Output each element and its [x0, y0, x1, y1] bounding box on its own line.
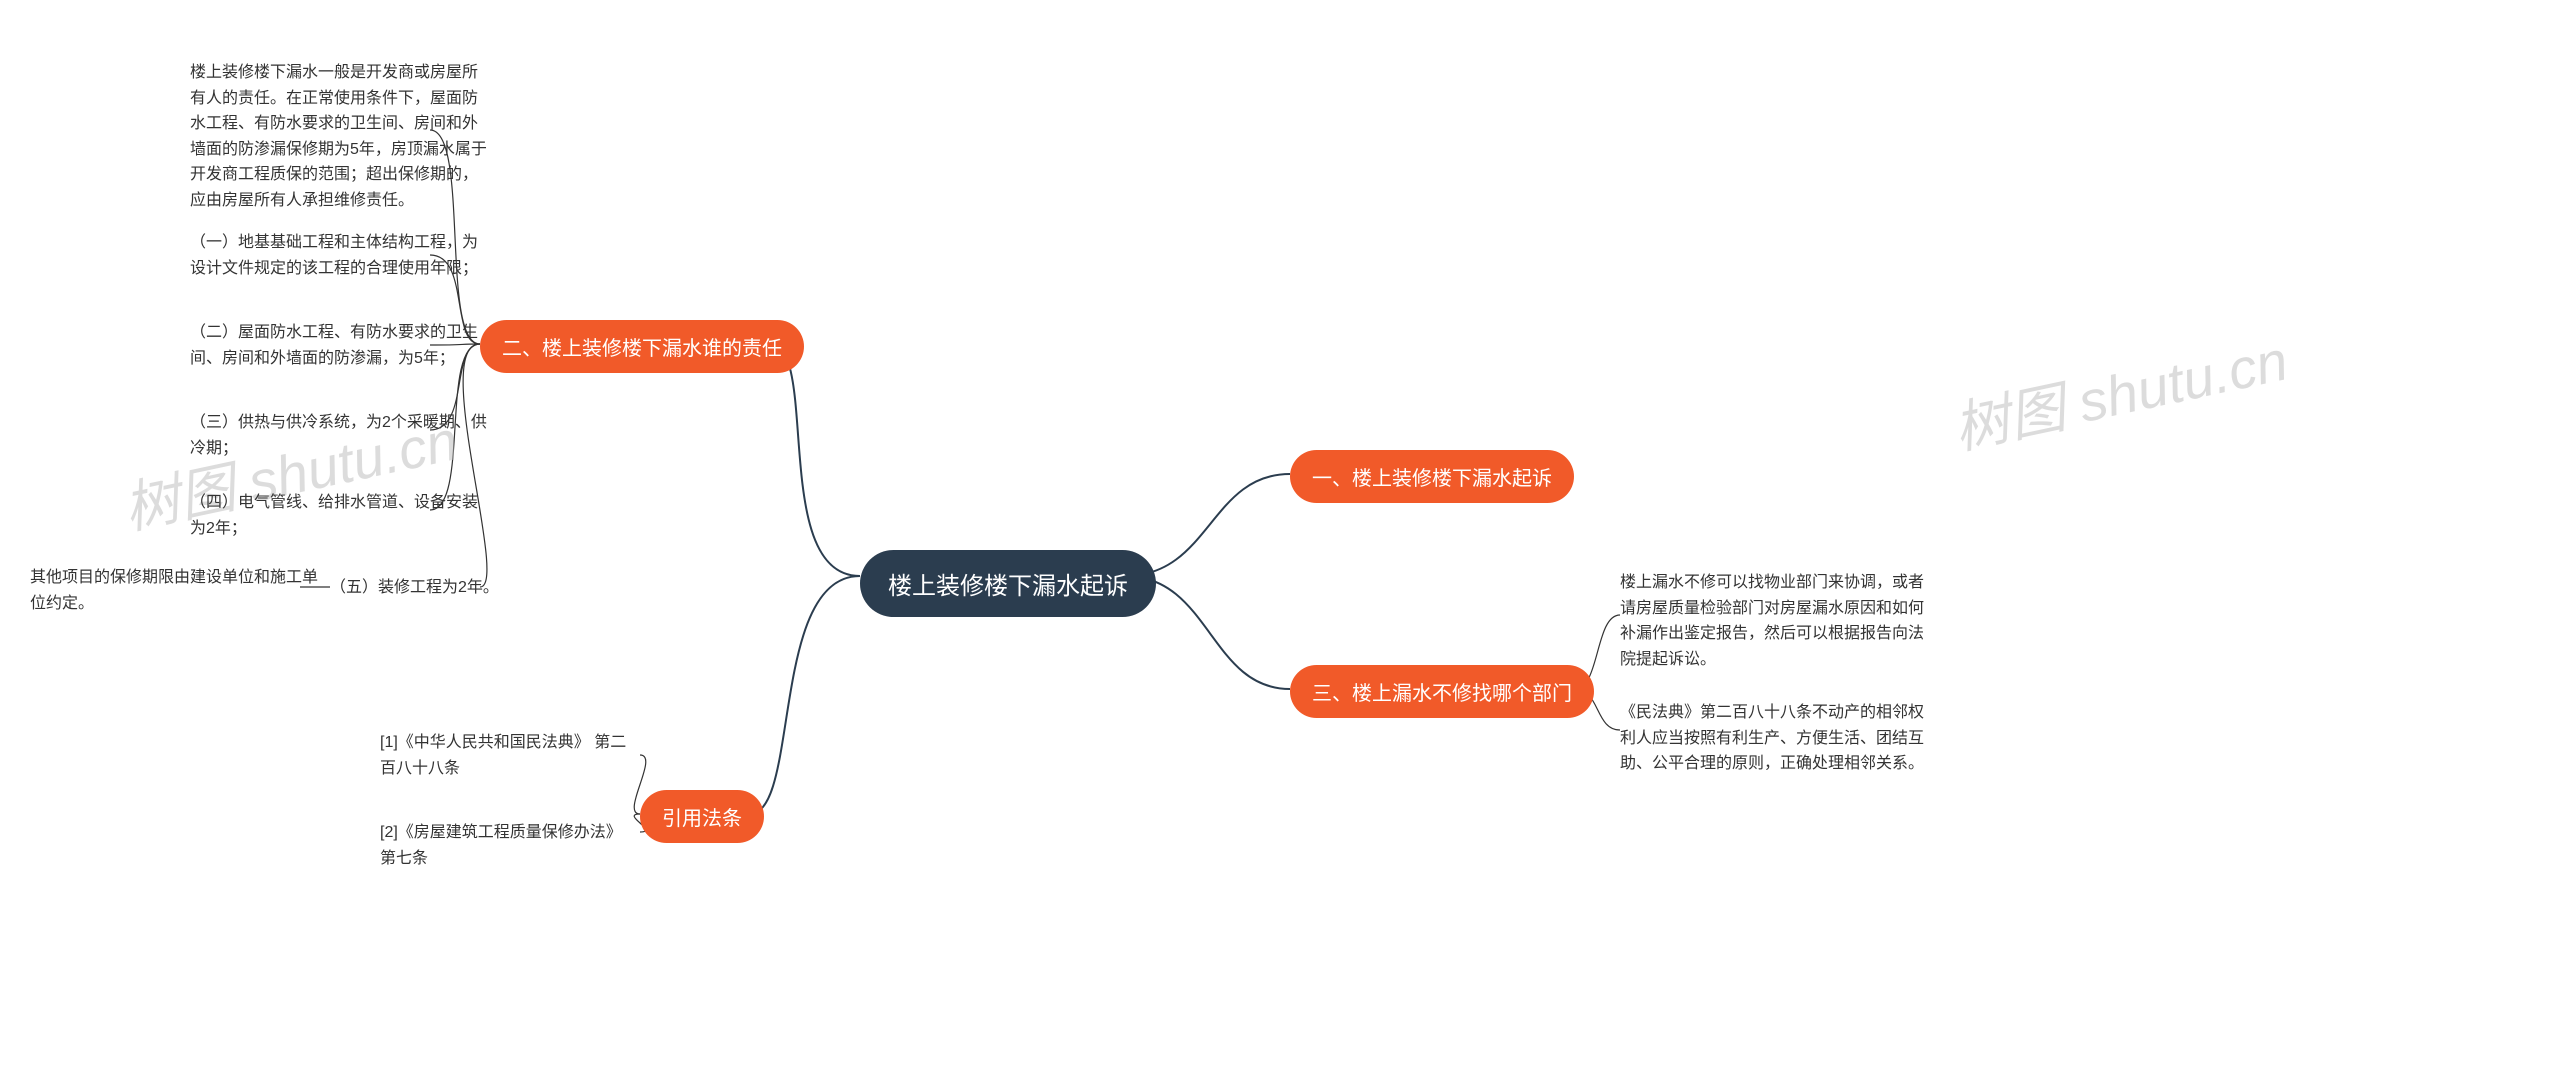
leaf-2f: （五）装修工程为2年。 — [330, 575, 499, 601]
branch-4[interactable]: 引用法条 — [640, 790, 764, 843]
branch-2[interactable]: 二、楼上装修楼下漏水谁的责任 — [480, 320, 804, 373]
watermark-right: 树图 shutu.cn — [1945, 316, 2294, 466]
leaf-2b: （一）地基基础工程和主体结构工程，为设计文件规定的该工程的合理使用年限； — [190, 230, 490, 281]
leaf-4b: [2]《房屋建筑工程质量保修办法》 第七条 — [380, 820, 640, 871]
leaf-2f-sub: 其他项目的保修期限由建设单位和施工单位约定。 — [30, 565, 320, 616]
leaf-4a: [1]《中华人民共和国民法典》 第二百八十八条 — [380, 730, 640, 781]
branch-3[interactable]: 三、楼上漏水不修找哪个部门 — [1290, 665, 1594, 718]
root-node[interactable]: 楼上装修楼下漏水起诉 — [860, 550, 1156, 617]
leaf-2e: （四）电气管线、给排水管道、设备安装为2年； — [190, 490, 490, 541]
leaf-2d: （三）供热与供冷系统，为2个采暖期、供冷期； — [190, 410, 490, 461]
leaf-3a: 楼上漏水不修可以找物业部门来协调，或者请房屋质量检验部门对房屋漏水原因和如何补漏… — [1620, 570, 1930, 672]
leaf-2c: （二）屋面防水工程、有防水要求的卫生间、房间和外墙面的防渗漏，为5年； — [190, 320, 490, 371]
leaf-2a: 楼上装修楼下漏水一般是开发商或房屋所有人的责任。在正常使用条件下，屋面防水工程、… — [190, 60, 490, 214]
branch-1[interactable]: 一、楼上装修楼下漏水起诉 — [1290, 450, 1574, 503]
leaf-3b: 《民法典》第二百八十八条不动产的相邻权利人应当按照有利生产、方便生活、团结互助、… — [1620, 700, 1930, 777]
